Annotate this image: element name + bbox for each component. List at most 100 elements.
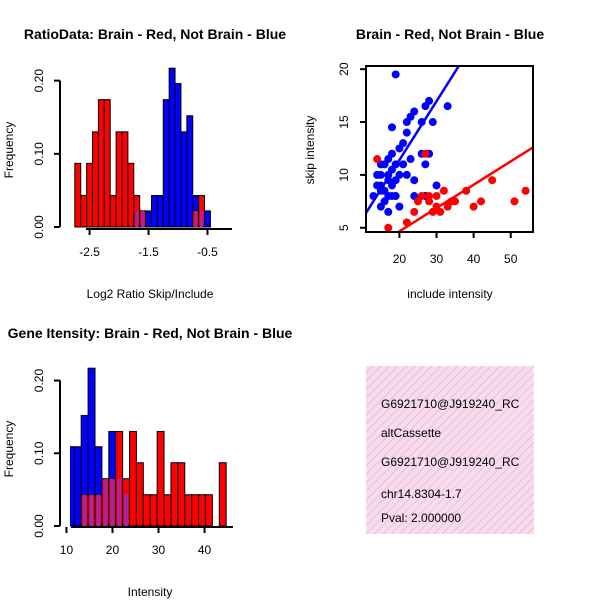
- scatter-y-label: skip intensity: [303, 116, 317, 185]
- hist0-brain-bar: [127, 162, 135, 228]
- hist0-brain-bar: [121, 131, 129, 228]
- scatter-point-notbrain: [395, 170, 404, 179]
- hist0-notbrain-bar: [156, 195, 164, 228]
- hist2-overlap-bar: [117, 478, 122, 526]
- hist2-brain-bar: [170, 462, 179, 527]
- hist0-notbrain-bar: [180, 131, 188, 228]
- gene-histogram-x-label: Intensity: [128, 585, 173, 599]
- gene-histogram-bars: [70, 367, 227, 527]
- hist2-overlap-bar: [96, 494, 101, 526]
- hist2-overlap-bar: [124, 494, 129, 526]
- hist0-brain-bar: [103, 99, 111, 228]
- scatter-x-tick-label: 40: [467, 252, 481, 266]
- hist2-brain-bar: [198, 494, 206, 527]
- scatter-point-brain: [432, 192, 441, 201]
- intensity-scatter-panel: Brain - Red, Not Brain - Blue 5 10 15 20 20 3…: [303, 26, 544, 301]
- hist2-brain-bar: [129, 430, 137, 527]
- scatter-point-notbrain: [391, 70, 400, 79]
- scatter-point-brain: [425, 197, 434, 206]
- hist2-x-tick-label: 10: [60, 543, 74, 557]
- scatter-point-brain: [384, 223, 393, 232]
- hist0-brain-bar: [97, 99, 105, 228]
- scatter-point-brain: [421, 149, 430, 158]
- hist0-x-tick-label: -2.5: [79, 245, 100, 259]
- hist2-overlap-bar: [103, 478, 108, 526]
- hist0-y-tick-label: 0.10: [32, 142, 46, 166]
- scatter-point-brain: [373, 155, 382, 164]
- ratio-histogram-panel: RatioData: Brain - Red, Not Brain - Blue…: [2, 26, 286, 301]
- scatter-x-tick-label: 50: [504, 252, 518, 266]
- scatter-fit-line-brain: [396, 146, 533, 232]
- hist2-overlap-bar: [82, 494, 87, 526]
- scatter-point-notbrain: [406, 155, 415, 164]
- info-probe-id-repeat: G6921710@J919240_RC: [381, 455, 520, 469]
- hist2-overlap-bar: [110, 478, 115, 526]
- scatter-x-tick-label: 30: [430, 252, 444, 266]
- hist2-y-tick-label: 0.10: [32, 441, 46, 465]
- hist2-brain-bar: [149, 494, 158, 527]
- scatter-point-brain: [451, 197, 460, 206]
- hist0-y-tick-label: 0.20: [32, 69, 46, 93]
- hist0-notbrain-bar: [174, 83, 182, 228]
- scatter-point-notbrain: [399, 160, 408, 169]
- hist2-brain-bar: [142, 494, 151, 527]
- scatter-point-notbrain: [399, 139, 408, 148]
- gene-histogram-title: Gene Itensity: Brain - Red, Not Brain - …: [8, 325, 293, 341]
- hist0-x-tick-label: -0.5: [197, 245, 218, 259]
- scatter-point-notbrain: [376, 170, 385, 179]
- hist2-x-tick-label: 30: [152, 543, 166, 557]
- hist0-notbrain-bar: [168, 67, 176, 228]
- hist0-brain-bar: [92, 131, 99, 228]
- ratio-histogram-x-label: Log2 Ratio Skip/Include: [87, 287, 214, 301]
- hist0-overlap-bar: [194, 210, 198, 227]
- hist0-brain-bar: [109, 195, 117, 228]
- scatter-point-notbrain: [391, 192, 400, 201]
- scatter-point-notbrain: [384, 207, 393, 216]
- scatter-point-notbrain: [387, 149, 396, 158]
- ratio-histogram-title: RatioData: Brain - Red, Not Brain - Blue: [24, 26, 286, 42]
- info-panel: G6921710@J919240_RC altCassette G6921710…: [366, 366, 534, 534]
- scatter-point-notbrain: [402, 128, 411, 137]
- hist2-notbrain-bar: [73, 446, 82, 527]
- hist0-x-tick-label: -1.5: [138, 245, 159, 259]
- hist0-notbrain-bar: [145, 210, 152, 228]
- hist0-overlap-bar: [200, 210, 204, 227]
- hist0-y-tick-label: 0.00: [32, 215, 46, 239]
- ratio-histogram-y-label: Frequency: [2, 122, 16, 179]
- hist2-x-tick-label: 40: [198, 543, 212, 557]
- hist0-brain-bar: [80, 195, 88, 228]
- hist2-notbrain-bar: [70, 446, 75, 527]
- scatter-point-notbrain: [387, 123, 396, 132]
- hist2-y-tick-label: 0.20: [32, 369, 46, 393]
- scatter-point-notbrain: [432, 181, 441, 190]
- scatter-y-tick-label: 10: [337, 168, 351, 182]
- scatter-x-tick-label: 20: [393, 252, 407, 266]
- scatter-point-notbrain: [410, 176, 419, 185]
- scatter-point-brain: [417, 192, 426, 201]
- scatter-point-brain: [477, 197, 486, 206]
- info-probe-id: G6921710@J919240_RC: [381, 397, 520, 411]
- scatter-y-tick-label: 20: [337, 62, 351, 76]
- scatter-plot-frame: [365, 65, 534, 233]
- hist0-overlap-bar: [135, 210, 139, 227]
- hist0-brain-bar: [115, 131, 123, 228]
- hist2-brain-bar: [163, 494, 172, 527]
- scatter-point-notbrain: [425, 96, 434, 105]
- scatter-point-brain: [462, 186, 471, 195]
- gene-histogram-axes: 0.00 0.10 0.20 10 20 30 40: [32, 369, 233, 557]
- hist2-overlap-bar: [89, 494, 94, 526]
- scatter-point-notbrain: [369, 192, 378, 201]
- scatter-point-brain: [510, 197, 519, 206]
- scatter-point-brain: [469, 202, 478, 211]
- scatter-y-tick-label: 5: [337, 224, 351, 231]
- hist2-brain-bar: [184, 494, 193, 527]
- ratio-histogram-bars: [74, 67, 211, 228]
- scatter-point-brain: [436, 207, 445, 216]
- scatter-point-brain: [410, 207, 419, 216]
- hist0-notbrain-bar: [150, 195, 158, 228]
- hist0-overlap-bar: [141, 210, 145, 227]
- info-pvalue: Pval: 2.000000: [381, 511, 461, 525]
- scatter-point-brain: [439, 186, 448, 195]
